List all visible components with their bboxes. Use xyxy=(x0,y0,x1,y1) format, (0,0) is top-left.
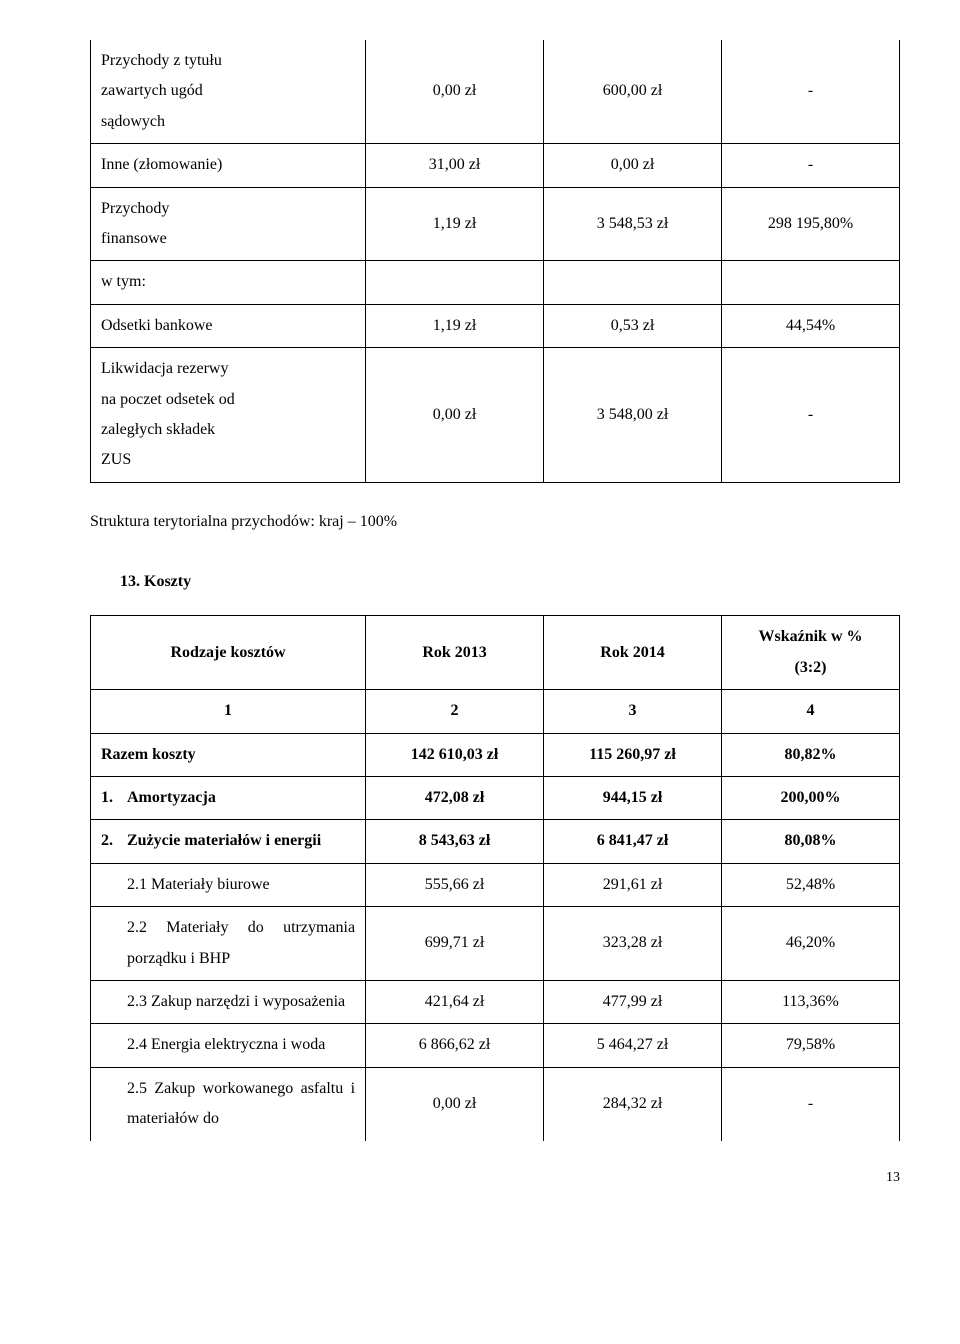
table-cell: 79,58% xyxy=(722,1024,900,1067)
table-cell: 291,61 zł xyxy=(544,863,722,906)
table-cell xyxy=(544,261,722,304)
table-cell: 699,71 zł xyxy=(366,907,544,981)
table-header-num: 1 xyxy=(91,690,366,733)
table-cell: 944,15 zł xyxy=(544,777,722,820)
table-cell: 52,48% xyxy=(722,863,900,906)
table-cell: 421,64 zł xyxy=(366,980,544,1023)
table-cell: 80,82% xyxy=(722,733,900,776)
section-13-title: 13. Koszty xyxy=(120,567,900,597)
table-cell: 142 610,03 zł xyxy=(366,733,544,776)
table-cell: 0,00 zł xyxy=(544,144,722,187)
table-cell: 0,53 zł xyxy=(544,304,722,347)
table-cell: 200,00% xyxy=(722,777,900,820)
table-cell: 0,00 zł xyxy=(366,1067,544,1140)
table-cell: 1,19 zł xyxy=(366,304,544,347)
table-cell: - xyxy=(722,348,900,483)
table-cell: 115 260,97 zł xyxy=(544,733,722,776)
table-cell: Przychodyfinansowe xyxy=(91,187,366,261)
table-header-num: 3 xyxy=(544,690,722,733)
revenue-table: Przychody z tytułuzawartych ugódsądowych… xyxy=(90,40,900,483)
territorial-structure-text: Struktura terytorialna przychodów: kraj … xyxy=(90,507,900,537)
table-cell: 80,08% xyxy=(722,820,900,863)
table-cell: 472,08 zł xyxy=(366,777,544,820)
table-cell: 2.1 Materiały biurowe xyxy=(91,863,366,906)
table-header: Rok 2014 xyxy=(544,616,722,690)
table-cell: 2.2 Materiały do utrzymania porządku i B… xyxy=(91,907,366,981)
table-cell: 298 195,80% xyxy=(722,187,900,261)
table-header: Wskaźnik w %(3:2) xyxy=(722,616,900,690)
table-cell: 2.Zużycie materiałów i energii xyxy=(91,820,366,863)
table-cell: Likwidacja rezerwyna poczet odsetek odza… xyxy=(91,348,366,483)
table-cell: 8 543,63 zł xyxy=(366,820,544,863)
table-cell: 0,00 zł xyxy=(366,40,544,144)
table-cell: Inne (złomowanie) xyxy=(91,144,366,187)
table-cell: - xyxy=(722,144,900,187)
table-cell: 2.5 Zakup workowanego asfaltu i materiał… xyxy=(91,1067,366,1140)
table-cell: w tym: xyxy=(91,261,366,304)
table-cell: 555,66 zł xyxy=(366,863,544,906)
table-cell: 1.Amortyzacja xyxy=(91,777,366,820)
costs-table: Rodzaje kosztówRok 2013Rok 2014Wskaźnik … xyxy=(90,615,900,1140)
table-cell: 0,00 zł xyxy=(366,348,544,483)
table-cell: 3 548,00 zł xyxy=(544,348,722,483)
table-cell: 31,00 zł xyxy=(366,144,544,187)
table-cell xyxy=(722,261,900,304)
table-cell: 6 841,47 zł xyxy=(544,820,722,863)
table-cell: 600,00 zł xyxy=(544,40,722,144)
table-cell: - xyxy=(722,40,900,144)
table-header-num: 4 xyxy=(722,690,900,733)
table-cell: 284,32 zł xyxy=(544,1067,722,1140)
table-cell: Przychody z tytułuzawartych ugódsądowych xyxy=(91,40,366,144)
table-cell: - xyxy=(722,1067,900,1140)
table-cell: 323,28 zł xyxy=(544,907,722,981)
table-cell: 2.3 Zakup narzędzi i wyposażenia xyxy=(91,980,366,1023)
page-number: 13 xyxy=(90,1165,900,1192)
table-cell xyxy=(366,261,544,304)
table-cell: 113,36% xyxy=(722,980,900,1023)
table-cell: 46,20% xyxy=(722,907,900,981)
table-cell: 477,99 zł xyxy=(544,980,722,1023)
table-cell: Razem koszty xyxy=(91,733,366,776)
table-header-num: 2 xyxy=(366,690,544,733)
table-cell: 2.4 Energia elektryczna i woda xyxy=(91,1024,366,1067)
table-cell: 5 464,27 zł xyxy=(544,1024,722,1067)
table-header: Rok 2013 xyxy=(366,616,544,690)
table-cell: Odsetki bankowe xyxy=(91,304,366,347)
table-cell: 6 866,62 zł xyxy=(366,1024,544,1067)
table-header: Rodzaje kosztów xyxy=(91,616,366,690)
table-cell: 1,19 zł xyxy=(366,187,544,261)
table-cell: 44,54% xyxy=(722,304,900,347)
table-cell: 3 548,53 zł xyxy=(544,187,722,261)
